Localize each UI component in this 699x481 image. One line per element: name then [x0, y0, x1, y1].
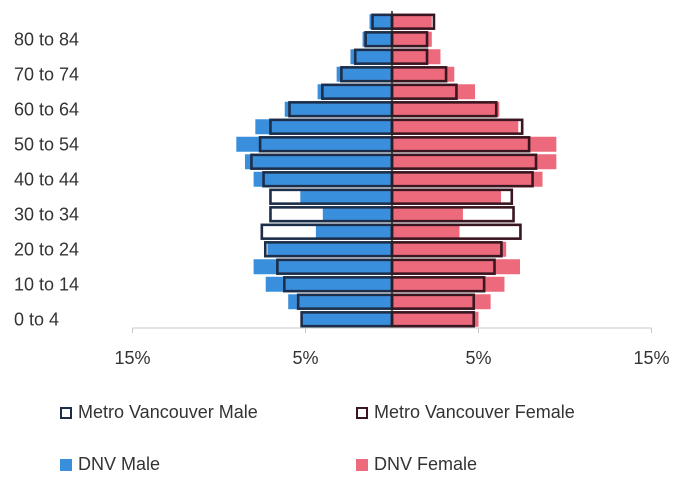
- y-tick-label: 80 to 84: [14, 29, 79, 49]
- y-tick-label: 20 to 24: [14, 239, 79, 259]
- dnv-female-bar-45-to-49: [392, 154, 557, 170]
- y-tick-label: 70 to 74: [14, 64, 79, 84]
- bars-group: [236, 13, 557, 328]
- dnv-female-bar-5-to-9: [392, 294, 491, 310]
- dnv-male-bar-25-to-29: [315, 224, 392, 240]
- dnv-female-bar-25-to-29: [392, 224, 460, 240]
- dnv-male-bar-35-to-39: [300, 189, 392, 205]
- dnv-female-bar-75-to-79: [392, 49, 441, 65]
- dnv-female-bar-65-to-69: [392, 84, 476, 100]
- x-tick-label: 5%: [465, 348, 491, 368]
- legend-swatch-dnv-female: [356, 458, 368, 471]
- y-tick-label: 50 to 54: [14, 134, 79, 154]
- legend-item-dnv-female: DNV Female: [356, 454, 477, 475]
- dnv-female-bar-85+: [392, 14, 432, 30]
- dnv-male-bar-55-to-59: [255, 119, 392, 135]
- dnv-female-bar-20-to-24: [392, 241, 507, 257]
- dnv-female-bar-70-to-74: [392, 66, 455, 82]
- x-tick-label: 15%: [633, 348, 669, 368]
- dnv-male-bar-80-to-84: [362, 31, 392, 47]
- dnv-female-bar-35-to-39: [392, 189, 501, 205]
- legend-label-dnv-female: DNV Female: [374, 454, 478, 474]
- dnv-female-bar-10-to-14: [392, 276, 505, 292]
- dnv-female-bar-40-to-44: [392, 171, 543, 187]
- dnv-male-bar-15-to-19: [253, 259, 392, 275]
- dnv-male-bar-60-to-64: [284, 101, 392, 117]
- legend-swatch-metro-male: [60, 406, 72, 419]
- dnv-female-bar-0-to-4: [392, 311, 479, 327]
- dnv-female-bar-60-to-64: [392, 101, 500, 117]
- legend-item-metro-female: Metro Vancouver Female: [356, 402, 575, 423]
- dnv-male-bar-75-to-79: [350, 49, 392, 65]
- dnv-male-bar-65-to-69: [317, 84, 392, 100]
- x-tick-label: 5%: [292, 348, 318, 368]
- dnv-male-bar-30-to-34: [322, 206, 392, 222]
- dnv-male-bar-70-to-74: [336, 66, 392, 82]
- y-tick-label: 10 to 14: [14, 274, 79, 294]
- legend-label-dnv-male: DNV Male: [78, 454, 161, 474]
- dnv-male-bar-40-to-44: [253, 171, 392, 187]
- dnv-female-bar-15-to-19: [392, 259, 521, 275]
- dnv-male-bar-5-to-9: [288, 294, 392, 310]
- dnv-female-bar-30-to-34: [392, 206, 463, 222]
- axes-group: [132, 11, 652, 333]
- y-tick-label: 0 to 4: [14, 309, 59, 329]
- dnv-male-bar-45-to-49: [244, 154, 392, 170]
- dnv-female-bar-55-to-59: [392, 119, 519, 135]
- x-axis-labels: 15% 5% 5% 15%: [114, 348, 669, 368]
- y-axis-labels: 0 to 4 10 to 14 20 to 24 30 to 34 40 to 44 50…: [14, 29, 79, 329]
- x-tick-label: 15%: [114, 348, 150, 368]
- dnv-female-bar-80-to-84: [392, 31, 432, 47]
- legend-item-dnv-male: DNV Male: [60, 454, 160, 475]
- legend-swatch-metro-female: [356, 406, 368, 419]
- dnv-male-bar-0-to-4: [302, 311, 392, 327]
- legend-label-metro-male: Metro Vancouver Male: [78, 402, 258, 422]
- y-tick-label: 40 to 44: [14, 169, 79, 189]
- legend-swatch-dnv-male: [60, 458, 72, 471]
- dnv-male-bar-10-to-14: [265, 276, 392, 292]
- dnv-female-bar-50-to-54: [392, 136, 557, 152]
- y-tick-label: 60 to 64: [14, 99, 79, 119]
- legend-item-metro-male: Metro Vancouver Male: [60, 402, 258, 423]
- dnv-male-bar-85+: [369, 14, 392, 30]
- dnv-male-bar-50-to-54: [236, 136, 392, 152]
- legend-label-metro-female: Metro Vancouver Female: [374, 402, 575, 422]
- y-tick-label: 30 to 34: [14, 204, 79, 224]
- dnv-male-bar-20-to-24: [267, 241, 392, 257]
- population-pyramid-chart: 0 to 4 10 to 14 20 to 24 30 to 34 40 to 44 50…: [14, 11, 670, 368]
